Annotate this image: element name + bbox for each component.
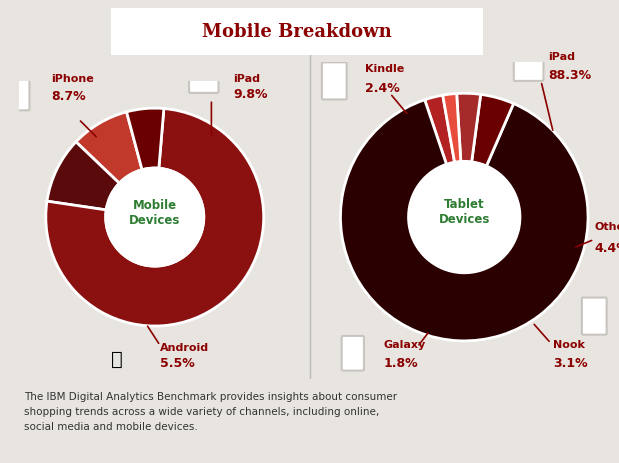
Text: Tablet
Devices: Tablet Devices (439, 197, 490, 225)
Wedge shape (76, 113, 142, 184)
Text: iPad: iPad (233, 74, 260, 84)
FancyBboxPatch shape (342, 336, 364, 371)
Text: 4.4%: 4.4% (594, 241, 619, 254)
Text: Mobile Breakdown: Mobile Breakdown (202, 24, 392, 41)
Text: 2.4%: 2.4% (365, 81, 400, 94)
Text: Kindle: Kindle (365, 64, 404, 74)
Text: 8.7%: 8.7% (51, 90, 86, 103)
Text: iPhone: iPhone (51, 74, 94, 84)
Text: 9.8%: 9.8% (233, 88, 267, 101)
Wedge shape (340, 100, 588, 341)
FancyBboxPatch shape (514, 44, 543, 82)
Text: The IBM Digital Analytics Benchmark provides insights about consumer
shopping tr: The IBM Digital Analytics Benchmark prov… (24, 392, 397, 431)
Text: 🤖: 🤖 (111, 350, 123, 369)
Wedge shape (126, 109, 164, 170)
Text: Android: Android (160, 342, 209, 352)
Text: Other: Other (594, 222, 619, 232)
Text: 1.8%: 1.8% (384, 356, 418, 369)
Text: Galaxy: Galaxy (384, 339, 426, 349)
FancyBboxPatch shape (7, 74, 30, 111)
Wedge shape (443, 94, 461, 163)
Text: 3.1%: 3.1% (553, 356, 588, 369)
Text: Nook: Nook (553, 339, 585, 349)
FancyBboxPatch shape (322, 63, 347, 100)
Text: 88.3%: 88.3% (548, 69, 592, 82)
Circle shape (409, 162, 520, 273)
Wedge shape (46, 109, 264, 326)
FancyBboxPatch shape (189, 70, 219, 94)
FancyBboxPatch shape (82, 6, 513, 59)
Text: iPad: iPad (548, 51, 576, 62)
Wedge shape (472, 95, 514, 167)
Text: Mobile
Devices: Mobile Devices (129, 198, 180, 226)
Wedge shape (425, 96, 454, 165)
Wedge shape (47, 143, 119, 211)
Wedge shape (457, 94, 481, 163)
Text: 5.5%: 5.5% (160, 357, 195, 369)
FancyBboxPatch shape (582, 298, 607, 335)
Circle shape (106, 169, 204, 267)
